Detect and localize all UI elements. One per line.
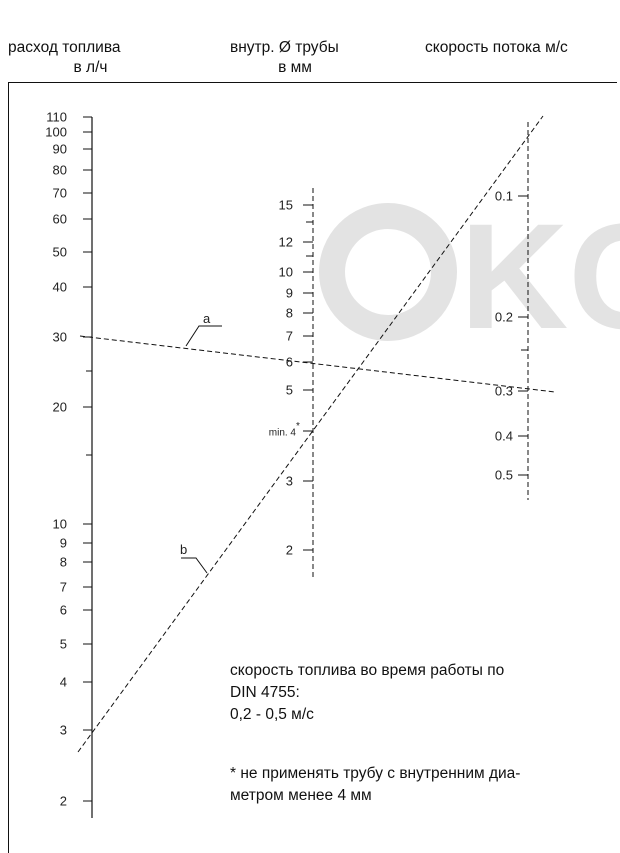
diameter-tick-label: 12 bbox=[279, 235, 293, 250]
note-minimum-line2: метром менее 4 мм bbox=[230, 787, 372, 804]
flow-tick-label: 2 bbox=[60, 794, 67, 809]
diameter-ticks: 15 12 10 9 8 7 6 5 min. 4* 3 2 bbox=[269, 198, 313, 558]
diagram-frame bbox=[8, 82, 617, 853]
header-flow-line1: расход топлива bbox=[8, 39, 121, 56]
flow-tick-label: 50 bbox=[53, 245, 67, 260]
flow-tick-label: 20 bbox=[53, 400, 67, 415]
leader-b bbox=[181, 557, 208, 574]
header-flow-line2: в л/ч bbox=[73, 59, 108, 76]
header-speed: скорость потока м/с bbox=[425, 39, 568, 56]
speed-tick-label: 0.1 bbox=[495, 189, 513, 204]
diameter-tick-label: 5 bbox=[286, 383, 293, 398]
flow-tick-label: 6 bbox=[60, 603, 67, 618]
flow-tick-label: 40 bbox=[53, 280, 67, 295]
flow-tick-label: 8 bbox=[60, 555, 67, 570]
flow-tick-label: 3 bbox=[60, 723, 67, 738]
flow-tick-label: 30 bbox=[53, 330, 67, 345]
flow-tick-label: 9 bbox=[60, 536, 67, 551]
header-diameter-line1: внутр. Ø трубы bbox=[230, 39, 339, 56]
flow-tick-label: 7 bbox=[60, 580, 67, 595]
speed-tick-label: 0.5 bbox=[495, 468, 513, 483]
speed-tick-label: 0.3 bbox=[495, 384, 513, 399]
watermark-logo bbox=[319, 203, 457, 341]
diameter-tick-label: 3 bbox=[286, 474, 293, 489]
diameter-tick-label: 2 bbox=[286, 543, 293, 558]
flow-tick-label: 110 bbox=[46, 110, 67, 125]
speed-ticks: 0.1 0.2 0.3 0.4 0.5 bbox=[495, 189, 528, 483]
diameter-tick-label: 7 bbox=[286, 329, 293, 344]
diameter-tick-label: 10 bbox=[279, 265, 293, 280]
flow-tick-label: 90 bbox=[53, 142, 67, 157]
note-minimum-line1: * не применять трубу с внутренним диа- bbox=[230, 765, 521, 782]
speed-tick-label: 0.2 bbox=[495, 310, 513, 325]
flow-tick-label: 10 bbox=[53, 517, 67, 532]
flow-tick-label: 60 bbox=[53, 212, 67, 227]
flow-tick-label: 70 bbox=[53, 186, 67, 201]
diameter-tick-label: 6 bbox=[286, 355, 293, 370]
flow-tick-label: 5 bbox=[60, 637, 67, 652]
reading-line-b bbox=[77, 115, 544, 753]
label-b: b bbox=[180, 542, 187, 557]
header-diameter-line2: в мм bbox=[278, 59, 312, 76]
leader-a bbox=[185, 325, 222, 347]
speed-tick-label: 0.4 bbox=[495, 429, 513, 444]
flow-tick-label: 100 bbox=[45, 125, 67, 140]
diameter-tick-label: 8 bbox=[286, 306, 293, 321]
note-speed-line1: скорость топлива во время работы по bbox=[230, 662, 505, 679]
diameter-tick-label: min. 4 bbox=[269, 428, 297, 439]
label-a: a bbox=[203, 311, 211, 326]
flow-tick-label: 80 bbox=[53, 163, 67, 178]
diameter-min-star: * bbox=[296, 421, 300, 432]
diameter-tick-label: 9 bbox=[286, 286, 293, 301]
note-speed-line3: 0,2 - 0,5 м/с bbox=[230, 706, 314, 723]
note-speed: скорость топлива во время работы по DIN … bbox=[230, 660, 600, 726]
diameter-tick-label: 15 bbox=[279, 198, 293, 213]
flow-tick-label: 4 bbox=[60, 675, 67, 690]
note-minimum-diameter: * не применять трубу с внутренним диа- м… bbox=[230, 763, 610, 807]
watermark-letters: KO bbox=[460, 192, 620, 360]
note-speed-line2: DIN 4755: bbox=[230, 684, 300, 701]
